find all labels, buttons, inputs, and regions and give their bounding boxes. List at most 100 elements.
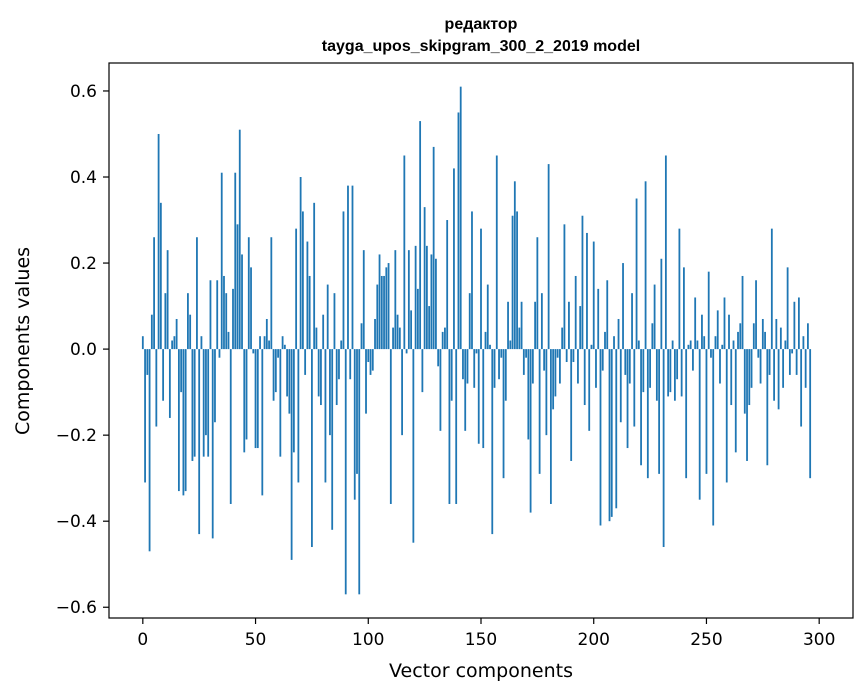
bar [597,288,600,350]
bar [615,349,618,509]
bar [642,349,645,393]
bar [144,349,146,483]
bar [367,349,370,363]
bar [640,349,642,466]
bar [153,237,155,350]
bar [500,349,503,358]
bar [531,349,534,384]
bar [579,306,582,350]
y-tick-label: 0.4 [70,168,97,188]
bar [502,349,505,479]
y-tick-label: −0.2 [56,426,97,446]
y-tick-label: −0.6 [56,598,97,618]
bar [464,349,467,431]
bar [581,215,584,350]
bar [572,349,575,363]
bar [649,349,651,388]
bar [243,349,246,453]
bar [714,336,717,350]
bar [211,349,214,539]
bar [371,349,374,371]
bar [437,349,440,367]
bar [466,349,469,384]
bar [252,349,255,354]
bar [750,349,753,388]
bar [561,327,564,350]
bar [232,288,234,350]
bar [150,314,153,350]
bar [624,349,627,375]
bar [757,349,760,358]
bar [570,349,573,461]
x-tick-label: 0 [137,630,148,650]
bar [272,349,275,401]
bar [800,349,803,427]
y-tick-label: 0.0 [70,340,97,360]
bar [401,349,403,436]
bar [746,349,748,461]
bar [788,349,791,375]
bar [202,349,205,457]
y-tick-label: 0.2 [70,254,97,274]
bar [448,349,451,504]
bar [489,344,491,350]
bar [739,323,742,350]
bar [540,293,543,350]
bar [419,121,422,350]
bar [383,275,385,350]
bar [353,349,356,500]
bar [743,349,746,414]
bar [209,280,212,350]
bar [200,336,203,350]
bar [737,331,739,350]
bar [784,340,787,350]
bar [653,284,656,350]
bar [320,349,322,406]
bar [462,349,464,380]
bar [655,349,658,401]
bar [701,314,703,350]
bar [392,327,394,350]
bar [606,280,609,350]
bar [676,349,679,380]
bar [664,155,667,350]
bar [450,349,453,401]
bar [755,280,757,350]
bar [622,263,624,350]
x-tick-label: 250 [690,630,722,650]
bar [166,250,169,350]
bar [732,340,735,350]
bar [667,349,670,397]
bar [703,336,706,350]
bar [234,172,237,350]
bar [315,327,318,350]
bar [250,267,252,350]
x-tick-label: 150 [465,630,497,650]
x-tick-label: 50 [245,630,267,650]
bar [613,336,615,350]
bar [559,349,561,384]
bar [297,349,300,483]
bar [568,301,570,350]
bar [292,349,295,453]
bar [299,177,302,350]
bar [347,185,349,350]
bar [290,349,293,560]
bar [281,336,284,350]
bar [631,293,633,350]
bar [261,349,264,496]
bar [586,232,588,350]
bar [549,349,552,504]
bar [274,349,277,393]
bars-group [141,86,812,595]
bar [410,310,413,350]
bar [522,349,525,375]
bar [671,340,674,350]
bar [577,349,579,384]
bar [635,198,638,350]
bar [236,224,239,350]
bar [685,349,688,479]
bar [802,336,805,350]
bar [804,349,807,388]
bar [177,349,180,492]
